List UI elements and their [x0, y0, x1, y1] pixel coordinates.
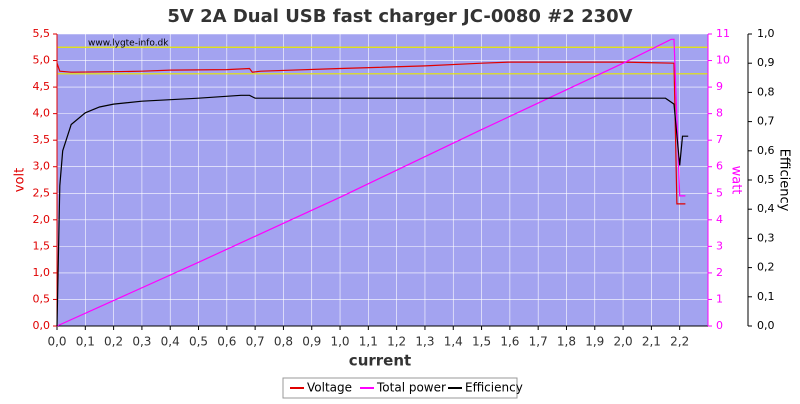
- y3-tick-label: 1,0: [757, 27, 775, 40]
- x-tick-label: 1,9: [585, 335, 604, 349]
- y2-tick-label: 8: [716, 107, 723, 120]
- x-tick-label: 0,4: [161, 335, 180, 349]
- y3-tick-label: 0,8: [757, 85, 775, 98]
- y3-tick-label: 0,4: [757, 202, 775, 215]
- y2-tick-label: 6: [716, 160, 723, 173]
- y2-tick-label: 7: [716, 133, 723, 146]
- y3-tick-label: 0,2: [757, 261, 775, 274]
- legend: Voltage Total power Efficiency: [282, 377, 523, 399]
- x-tick-label: 0,6: [217, 335, 236, 349]
- legend-label: Voltage: [307, 381, 352, 395]
- y3-tick-label: 0,6: [757, 144, 775, 157]
- y-tick-label: 2,0: [33, 213, 51, 226]
- x-tick-label: 1,3: [415, 335, 434, 349]
- legend-label: Total power: [376, 381, 446, 395]
- y2-tick-label: 4: [716, 213, 723, 226]
- y-tick-label: 3,5: [33, 133, 51, 146]
- x-tick-label: 0,2: [104, 335, 123, 349]
- y-tick-label: 1,5: [33, 239, 51, 252]
- y2-axis-label: watt: [729, 166, 744, 195]
- y3-tick-label: 0,1: [757, 290, 775, 303]
- y2-tick-label: 5: [716, 186, 723, 199]
- y-tick-label: 1,0: [33, 266, 51, 279]
- y3-axis-label: Efficiency: [777, 149, 792, 212]
- x-tick-label: 1,1: [359, 335, 378, 349]
- y3-tick-label: 0,3: [757, 231, 775, 244]
- y2-tick-label: 0: [716, 319, 723, 332]
- x-tick-label: 0,7: [246, 335, 265, 349]
- y-tick-label: 0,5: [33, 292, 51, 305]
- x-tick-label: 0,0: [47, 335, 66, 349]
- y2-tick-label: 11: [716, 27, 730, 40]
- legend-box: [282, 377, 518, 399]
- y3-tick-label: 0,0: [757, 319, 775, 332]
- x-tick-label: 2,0: [614, 335, 633, 349]
- y-tick-label: 5,5: [33, 27, 51, 40]
- x-tick-label: 2,1: [642, 335, 661, 349]
- x-tick-label: 0,3: [132, 335, 151, 349]
- series-line: [56, 94, 689, 327]
- y-tick-label: 5,0: [33, 54, 51, 67]
- y2-tick-label: 3: [716, 239, 723, 252]
- x-tick-label: 1,6: [500, 335, 519, 349]
- x-tick-label: 0,5: [189, 335, 208, 349]
- y-tick-label: 2,5: [33, 186, 51, 199]
- y3-tick-label: 0,5: [757, 173, 775, 186]
- y2-tick-label: 1: [716, 292, 723, 305]
- y-tick-label: 0,0: [33, 319, 51, 332]
- x-tick-label: 0,1: [76, 335, 95, 349]
- x-tick-label: 0,8: [274, 335, 293, 349]
- x-tick-label: 1,8: [557, 335, 576, 349]
- x-tick-label: 1,0: [330, 335, 349, 349]
- x-tick-label: 1,7: [529, 335, 548, 349]
- y2-tick-label: 2: [716, 266, 723, 279]
- y2-tick-label: 10: [716, 54, 730, 67]
- x-axis-label: current: [349, 352, 411, 370]
- x-tick-label: 1,5: [472, 335, 491, 349]
- y-tick-label: 4,5: [33, 80, 51, 93]
- y-tick-label: 3,0: [33, 160, 51, 173]
- y3-tick-label: 0,9: [757, 56, 775, 69]
- x-tick-label: 0,9: [302, 335, 321, 349]
- x-tick-label: 1,2: [387, 335, 406, 349]
- watermark: www.lygte-info.dk: [88, 39, 169, 49]
- chart-title: 5V 2A Dual USB fast charger JC-0080 #2 2…: [167, 6, 632, 27]
- x-tick-label: 1,4: [444, 335, 463, 349]
- series-line: [56, 61, 686, 205]
- x-tick-label: 2,2: [670, 335, 689, 349]
- y-axis-label: volt: [13, 168, 28, 192]
- y2-tick-label: 9: [716, 80, 723, 93]
- legend-label: Efficiency: [465, 381, 523, 395]
- y-tick-label: 4,0: [33, 107, 51, 120]
- y3-tick-label: 0,7: [757, 115, 775, 128]
